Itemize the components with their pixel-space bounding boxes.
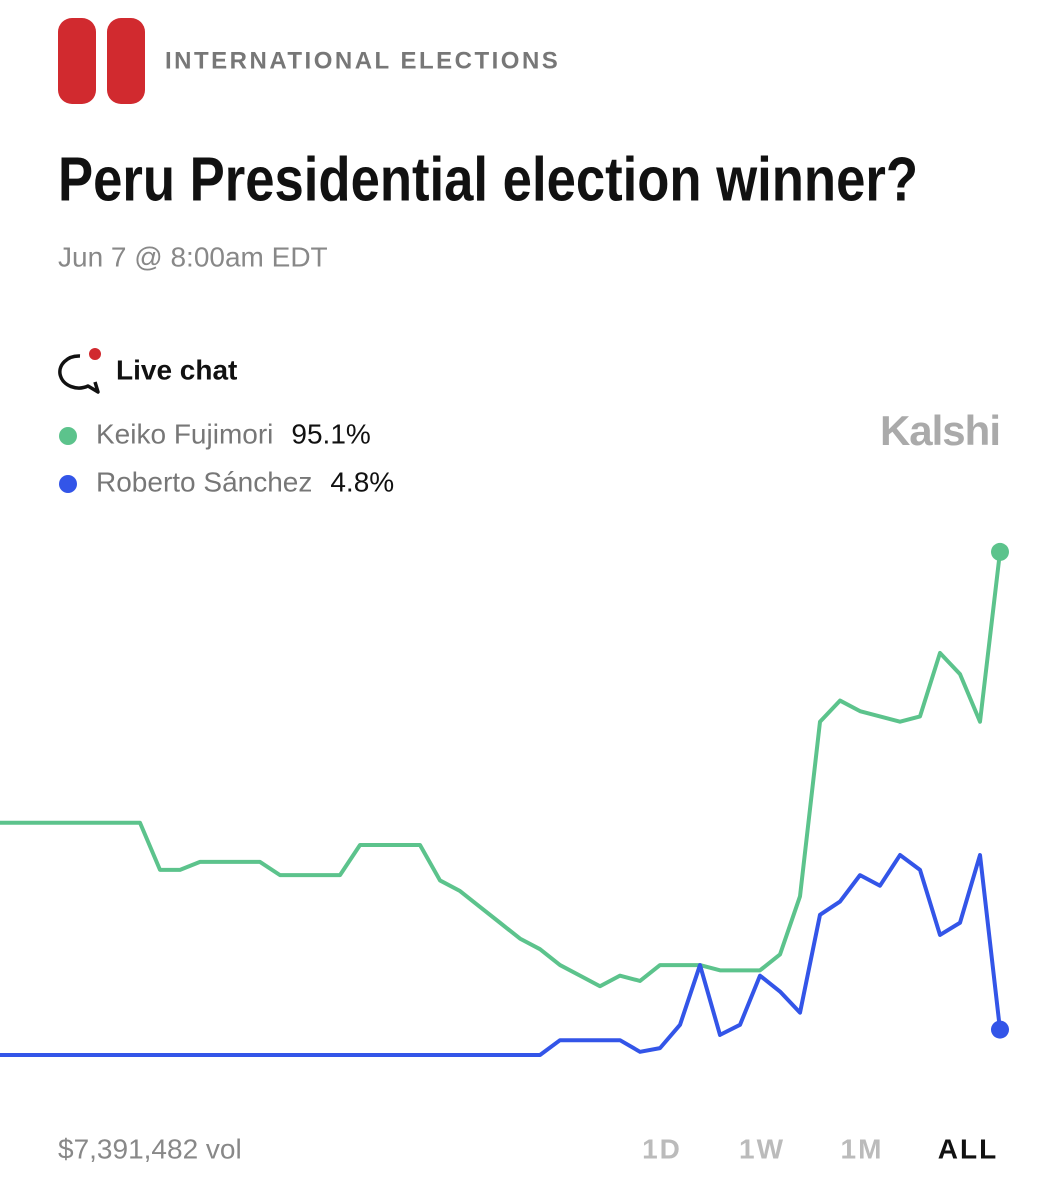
- title: Peru Presidential election winner?: [58, 145, 918, 214]
- legend-value: 4.8%: [330, 466, 394, 497]
- volume: $7,391,482 vol: [58, 1133, 242, 1164]
- range-button[interactable]: 1W: [739, 1133, 785, 1164]
- end-dot: [991, 1020, 1009, 1039]
- subtitle: Jun 7 @ 8:00am EDT: [58, 241, 328, 272]
- series-line: [0, 551, 1002, 989]
- range-button[interactable]: ALL: [938, 1133, 998, 1164]
- legend-dot: [59, 427, 77, 445]
- range-button[interactable]: 1M: [841, 1133, 884, 1164]
- range-button[interactable]: 1D: [642, 1133, 682, 1164]
- brand: Kalshi: [880, 407, 1000, 454]
- chat-icon: [58, 346, 103, 394]
- legend-value: 95.1%: [291, 418, 370, 449]
- legend-name: Roberto Sánchez: [96, 466, 312, 497]
- legend-name: Keiko Fujimori: [96, 418, 273, 449]
- legend-dot: [59, 475, 77, 493]
- series-line: [0, 853, 1002, 1057]
- flag-right: [107, 18, 145, 104]
- live-chat[interactable]: Live chat: [116, 354, 237, 385]
- flag-left: [58, 18, 96, 104]
- end-dot: [991, 542, 1009, 561]
- category: INTERNATIONAL ELECTIONS: [165, 47, 560, 74]
